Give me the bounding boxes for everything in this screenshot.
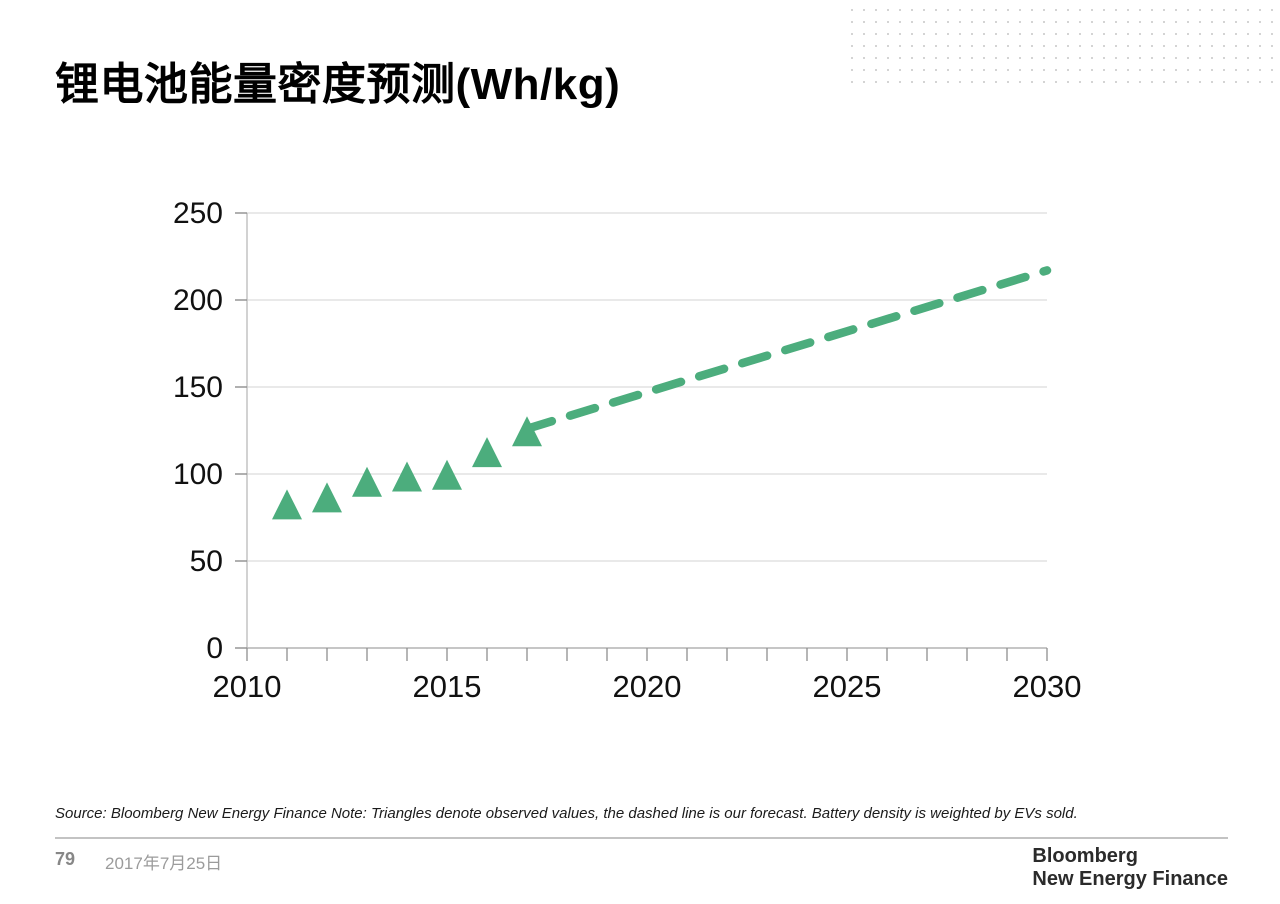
observed-triangle-marker xyxy=(352,466,382,497)
energy-density-chart: 0 50 100 150 200 250 2010 2015 2020 2025 2030 xyxy=(173,197,1082,704)
bnef-logo-line1: Bloomberg xyxy=(1032,845,1138,867)
footer-divider xyxy=(55,837,1228,839)
x-tick-label: 2030 xyxy=(1013,669,1082,704)
y-tick-label: 250 xyxy=(173,197,223,230)
dot-grid-decoration xyxy=(846,4,1280,92)
page-number: 79 xyxy=(55,849,76,869)
y-tick-label: 150 xyxy=(173,371,223,404)
observed-triangle-marker xyxy=(392,461,422,492)
source-note: Source: Bloomberg New Energy Finance Not… xyxy=(55,805,1078,822)
y-tick-label: 100 xyxy=(173,458,223,491)
forecast-dashed-line xyxy=(522,266,1052,434)
observed-triangle-marker xyxy=(472,437,502,468)
page-title: 锂电池能量密度预测(Wh/kg) xyxy=(55,60,621,109)
slide-date: 2017年7月25日 xyxy=(105,854,223,873)
observed-triangle-marker xyxy=(312,482,342,513)
y-tick-label: 0 xyxy=(206,632,223,665)
chart-canvas: 0 50 100 150 200 250 2010 2015 2020 2025 2030 xyxy=(173,197,1082,704)
x-tick-label: 2015 xyxy=(413,669,482,704)
observed-triangle-marker xyxy=(432,459,462,490)
observed-triangle-marker xyxy=(272,489,302,520)
x-tick-label: 2025 xyxy=(813,669,882,704)
x-tick-label: 2010 xyxy=(213,669,282,704)
y-tick-label: 200 xyxy=(173,284,223,317)
bnef-logo-line2: New Energy Finance xyxy=(1032,868,1228,890)
y-tick-label: 50 xyxy=(190,545,223,578)
x-tick-label: 2020 xyxy=(613,669,682,704)
bnef-logo: Bloomberg New Energy Finance xyxy=(1032,845,1228,891)
